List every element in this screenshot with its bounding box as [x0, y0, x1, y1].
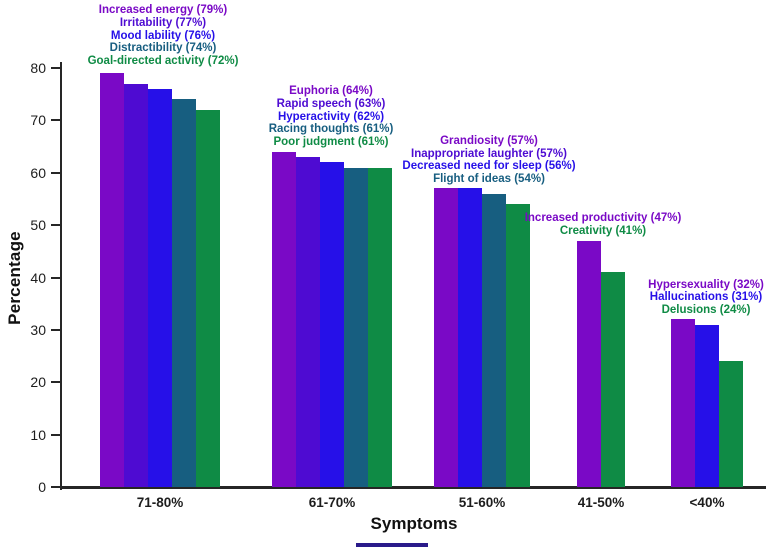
annotation-block-61-70: Euphoria (64%) Rapid speech (63%) Hyperact…: [269, 85, 394, 149]
x-category-label-61-70: 61-70%: [308, 495, 356, 510]
y-tick-label-60: 60: [30, 164, 46, 181]
x-category-label-41-50: 41-50%: [577, 495, 625, 510]
y-tick-mark-10: [51, 433, 60, 436]
x-axis-line: [60, 486, 766, 489]
annotation-racing-thoughts: Racing thoughts (61%): [268, 123, 394, 136]
bar-decreased-need-for-sleep: [482, 193, 506, 487]
x-category-label-51-60: 51-60%: [458, 495, 506, 510]
x-category-label-40: <40%: [689, 495, 725, 510]
y-tick-label-10: 10: [30, 426, 46, 443]
annotation-increased-energy: Increased energy (79%): [98, 4, 228, 17]
bar-hallucinations: [695, 324, 719, 487]
annotation-block-40: Hypersexuality (32%) Hallucinations (31%)…: [648, 279, 764, 317]
y-tick-mark-50: [51, 224, 60, 227]
bar-flight-of-ideas: [506, 204, 530, 487]
y-tick-label-80: 80: [30, 60, 46, 76]
annotation-goal-directed-activity: Goal-directed activity (72%): [87, 55, 239, 68]
annotation-irritability: Irritability (77%): [119, 16, 207, 29]
annotation-hypersexuality: Hypersexuality (32%): [648, 278, 764, 291]
y-tick-label-20: 20: [30, 374, 46, 391]
annotation-increased-productivity: Increased productivity (47%): [524, 212, 682, 225]
x-category-label-71-80: 71-80%: [136, 495, 184, 510]
y-tick-mark-30: [51, 328, 60, 331]
bar-mood-lability: [148, 88, 172, 487]
y-tick-mark-80: [51, 67, 60, 69]
annotation-decreased-need-for-sleep: Decreased need for sleep (56%): [402, 160, 576, 173]
bar-goal-directed-activity: [196, 109, 220, 487]
annotation-euphoria: Euphoria (64%): [289, 85, 373, 98]
x-axis-title: Symptoms: [370, 514, 458, 533]
annotation-grandiosity: Grandiosity (57%): [440, 134, 538, 147]
y-tick-mark-60: [51, 171, 60, 174]
y-tick-label-70: 70: [30, 112, 46, 129]
bar-increased-energy: [100, 73, 124, 487]
cropped-element-sliver: [356, 543, 428, 547]
annotation-delusions: Delusions (24%): [661, 304, 751, 317]
bar-inappropriate-laughter: [458, 188, 482, 487]
y-tick-mark-40: [51, 276, 60, 279]
bar-hypersexuality: [671, 319, 695, 487]
annotation-block-51-60: Grandiosity (57%) Inappropriate laughter …: [402, 135, 575, 186]
bar-grandiosity: [434, 188, 458, 487]
bar-euphoria: [272, 151, 296, 487]
bar-poor-judgment: [368, 167, 392, 487]
annotation-block-41-50: Increased productivity (47%) Creativity (…: [525, 212, 682, 238]
bar-distractibility: [172, 99, 196, 487]
bar-creativity: [601, 272, 625, 487]
bar-rapid-speech: [296, 157, 320, 487]
y-tick-label-50: 50: [30, 217, 46, 234]
bar-increased-productivity: [577, 240, 601, 487]
annotation-inappropriate-laughter: Inappropriate laughter (57%): [411, 147, 567, 160]
y-tick-label-0: 0: [38, 479, 46, 495]
annotation-rapid-speech: Rapid speech (63%): [276, 97, 386, 110]
y-tick-mark-20: [51, 381, 60, 384]
annotation-flight-of-ideas: Flight of ideas (54%): [433, 173, 545, 186]
bar-delusions: [719, 361, 743, 487]
annotation-distractibility: Distractibility (74%): [109, 42, 217, 55]
bar-irritability: [124, 83, 148, 487]
bar-racing-thoughts: [344, 167, 368, 487]
annotation-poor-judgment: Poor judgment (61%): [273, 136, 389, 149]
annotation-block-71-80: Increased energy (79%) Irritability (77%)…: [88, 4, 239, 68]
y-axis-line: [60, 62, 62, 490]
y-tick-mark-0: [51, 486, 60, 488]
annotation-creativity: Creativity (41%): [559, 225, 647, 238]
annotation-hallucinations: Hallucinations (31%): [649, 291, 763, 304]
y-tick-mark-70: [51, 119, 60, 122]
y-tick-label-30: 30: [30, 321, 46, 338]
y-tick-label-40: 40: [30, 269, 46, 286]
annotation-hyperactivity: Hyperactivity (62%): [277, 110, 385, 123]
annotation-mood-lability: Mood lability (76%): [110, 29, 216, 42]
bar-hyperactivity: [320, 162, 344, 487]
